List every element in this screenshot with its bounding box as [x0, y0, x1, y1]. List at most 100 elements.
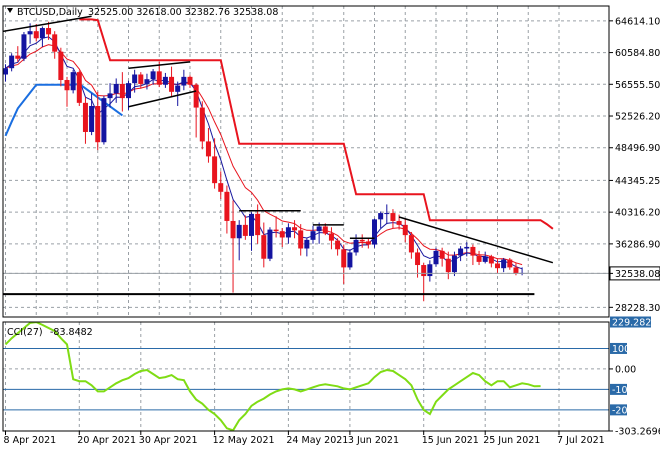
candle-body	[181, 76, 187, 86]
time-tick-label: 3 Jun 2021	[348, 435, 399, 446]
candle-body	[365, 241, 371, 245]
cci-header: CCI(27) -83.8482	[7, 327, 93, 338]
cci-panel-frame	[2, 321, 610, 432]
candle-body	[427, 264, 433, 277]
price-tick-label: 64614.10	[615, 16, 660, 27]
candle-body	[390, 213, 396, 221]
chart-header: BTCUSD,Daily 32525.00 32618.00 32382.76 …	[7, 7, 278, 18]
cci-value: -83.8482	[50, 327, 93, 338]
cci-level-tag	[610, 383, 627, 395]
price-panel-frame	[2, 5, 610, 318]
candle-body	[230, 220, 236, 239]
candle-body	[242, 224, 248, 236]
price-tick-label: 40316.20	[615, 208, 660, 219]
symbol-arrow-icon	[7, 8, 13, 13]
cci-axis: 229.2823 100 0.00 -100 -200 -303.2696	[609, 316, 660, 438]
cci-level-tag	[610, 342, 627, 354]
cci-tick-label: 0.00	[615, 364, 636, 375]
candle-body	[372, 219, 377, 245]
time-tick-label: 8 Apr 2021	[4, 435, 57, 446]
candle-body	[82, 102, 88, 132]
candle-body	[39, 28, 45, 39]
candle-body	[46, 28, 52, 35]
time-tick-label: 7 Jul 2021	[557, 435, 605, 446]
candle-body	[328, 233, 334, 241]
candle-body	[76, 72, 82, 103]
candle-body	[52, 34, 58, 52]
candle-body	[310, 231, 316, 240]
candle-body	[218, 183, 224, 192]
candle-body	[261, 235, 267, 259]
wedge-upper	[128, 61, 191, 69]
candle-body	[482, 256, 488, 262]
price-tick-label: 48496.90	[615, 143, 660, 154]
candle-body	[501, 259, 507, 269]
candle-body	[58, 51, 64, 81]
candle-body	[341, 249, 347, 268]
candle-body	[279, 231, 285, 238]
candle-body	[513, 267, 519, 274]
price-tick-label: 32538.08	[615, 269, 660, 280]
candle-body	[439, 250, 445, 259]
candle-body	[162, 76, 168, 85]
ohlc-label: 32525.00 32618.00 32382.76 32538.08	[88, 7, 278, 18]
candle-body	[408, 235, 414, 253]
candle-body	[507, 259, 513, 268]
symbol-label: BTCUSD,Daily	[17, 7, 83, 18]
candle-body	[267, 229, 273, 259]
candle-body	[199, 107, 205, 142]
price-tick-label: 36286.90	[615, 239, 660, 250]
candle-body	[476, 255, 482, 262]
candle-body	[205, 141, 211, 157]
candle-body	[212, 156, 218, 184]
time-tick-label: 12 May 2021	[213, 435, 275, 446]
candle-body	[15, 55, 21, 59]
cci-level-tag	[610, 316, 651, 328]
candle-body	[119, 83, 125, 99]
candle-body	[33, 31, 39, 39]
candle-body	[138, 74, 144, 84]
candle-body	[378, 213, 384, 220]
candle-body	[464, 246, 470, 249]
price-tick-label: 28228.30	[615, 303, 660, 314]
candle-body	[175, 85, 181, 92]
candle-body	[64, 80, 70, 91]
wedge-lower	[128, 90, 197, 108]
candle-body	[144, 79, 150, 84]
trendline-top	[3, 15, 92, 33]
candle-body	[150, 71, 156, 80]
cci-tick-label: -303.2696	[615, 427, 660, 438]
time-tick-label: 15 Jun 2021	[422, 435, 479, 446]
candle-body	[347, 252, 353, 268]
candle-body	[495, 263, 500, 269]
candle-body	[298, 230, 304, 249]
candle-body	[316, 226, 322, 232]
candle-body	[70, 72, 76, 91]
price-tick-label: 52526.20	[615, 112, 660, 123]
time-tick-label: 30 Apr 2021	[139, 435, 198, 446]
price-tick-label: 60584.80	[615, 48, 660, 59]
candle-body	[458, 248, 464, 256]
cci-plot	[4, 322, 541, 431]
candle-body	[292, 227, 298, 231]
candle-body	[451, 255, 457, 273]
candle-body	[384, 213, 390, 215]
candle-body	[402, 224, 408, 236]
candle-body	[95, 105, 101, 143]
candle-body	[132, 74, 138, 84]
time-tick-label: 25 Jun 2021	[483, 435, 540, 446]
candle-body	[421, 265, 427, 277]
cci-tick-label: 100	[612, 344, 630, 355]
candle-body	[9, 55, 15, 69]
cci-level-tag	[610, 404, 627, 416]
cci-name: CCI(27)	[7, 327, 43, 338]
trendlines	[3, 15, 609, 296]
candle-body	[273, 229, 279, 232]
candle-body	[236, 224, 242, 239]
candle-body	[322, 226, 328, 234]
candle-body	[249, 213, 254, 236]
cci-tick-label: -200	[612, 405, 634, 416]
price-tick-label: 44345.25	[615, 176, 660, 187]
candles	[3, 21, 525, 302]
